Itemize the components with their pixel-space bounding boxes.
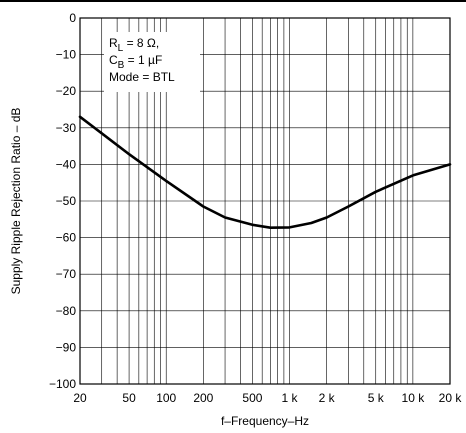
y-axis-label: Supply Ripple Rejection Ratio – dB — [9, 108, 23, 295]
top-border-line — [0, 0, 466, 2]
x-tick-label: 20 k — [439, 391, 463, 405]
y-tick-label: −80 — [56, 304, 77, 318]
y-tick-label: 0 — [69, 11, 76, 25]
series-line — [78, 115, 452, 229]
y-tick-label: −60 — [56, 231, 77, 245]
y-tick-label: −70 — [56, 267, 77, 281]
x-tick-label: 500 — [242, 391, 262, 405]
x-tick-label: 200 — [193, 391, 213, 405]
legend-background — [104, 32, 200, 92]
x-tick-label: 20 — [73, 391, 87, 405]
y-tick-label: −50 — [56, 194, 77, 208]
x-tick-label: 100 — [156, 391, 176, 405]
x-tick-label: 2 k — [319, 391, 336, 405]
y-tick-label: −10 — [56, 48, 77, 62]
y-tick-label: −100 — [49, 377, 76, 391]
series-layer — [78, 115, 452, 229]
x-axis-label: f–Frequency–Hz — [221, 414, 309, 428]
legend-line: Mode = BTL — [109, 70, 175, 84]
x-tick-label: 50 — [122, 391, 136, 405]
y-tick-label: −90 — [56, 340, 77, 354]
y-tick-label: −30 — [56, 121, 77, 135]
plot-frame — [79, 17, 451, 385]
x-tick-label: 5 k — [368, 391, 385, 405]
y-tick-label: −20 — [56, 84, 77, 98]
legend-line: CB = 1 µF — [109, 53, 162, 71]
legend-line: RL = 8 Ω, — [109, 36, 159, 54]
y-tick-label: −40 — [56, 157, 77, 171]
x-tick-label: 1 k — [282, 391, 299, 405]
x-tick-label: 10 k — [402, 391, 426, 405]
